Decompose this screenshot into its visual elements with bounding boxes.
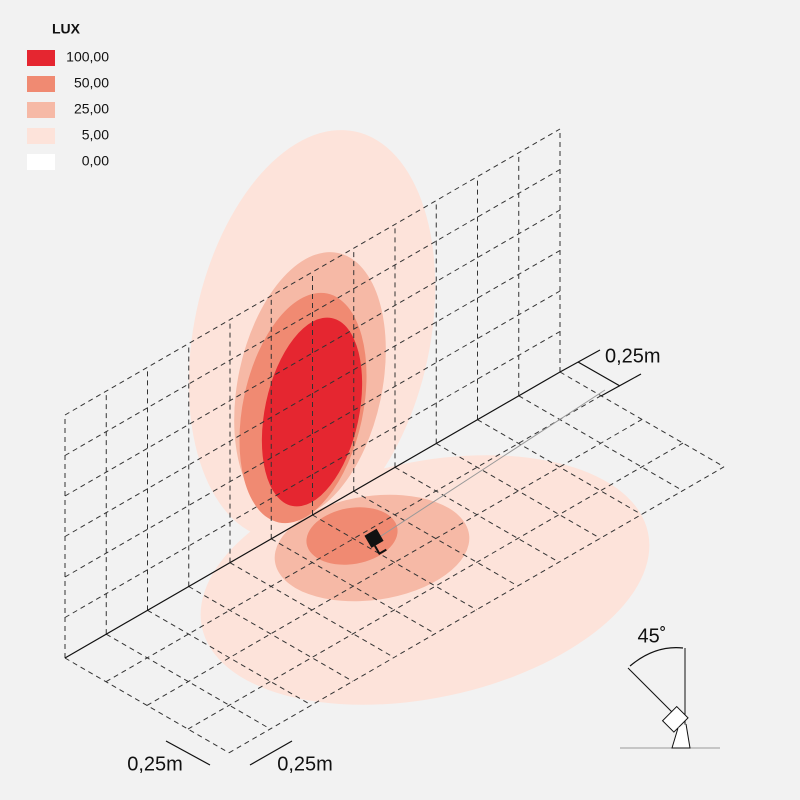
- dimension-label: 0,25m: [127, 753, 183, 775]
- dimension-tick: [559, 349, 601, 373]
- floor-contour: [306, 507, 398, 565]
- dimension-line: [577, 361, 621, 387]
- luminaire: [364, 528, 387, 555]
- angle-inset: 45˚: [620, 625, 720, 749]
- legend-swatch: [27, 128, 55, 144]
- floor-grid-line: [477, 419, 642, 515]
- legend-swatch: [27, 102, 55, 118]
- angle-label: 45˚: [638, 625, 667, 647]
- dimension-line: [165, 740, 211, 766]
- legend-label: 100,00: [66, 49, 109, 65]
- legend-label: 25,00: [74, 101, 109, 117]
- dimension-label: 0,25m: [277, 753, 333, 775]
- floor-grid-line: [188, 586, 354, 682]
- floor-grid-line: [312, 514, 477, 611]
- legend-label: 50,00: [74, 75, 109, 91]
- legend-label: 5,00: [82, 127, 109, 143]
- wall-base: [64, 371, 561, 659]
- dimension-line: [249, 740, 293, 766]
- legend-swatch: [27, 154, 55, 170]
- legend: LUX 100,00 50,00 25,00 5,00 0,00: [27, 21, 109, 170]
- floor-grid-line: [147, 609, 312, 706]
- floor-grid-line: [435, 443, 601, 539]
- legend-swatch: [27, 50, 55, 66]
- legend-title: LUX: [52, 21, 81, 37]
- aim-line: [377, 389, 606, 539]
- legend-swatch: [27, 76, 55, 92]
- dimension-tick: [600, 373, 642, 397]
- dimension-label: 0,25m: [605, 345, 661, 367]
- legend-label: 0,00: [82, 153, 109, 169]
- grid: [64, 128, 725, 754]
